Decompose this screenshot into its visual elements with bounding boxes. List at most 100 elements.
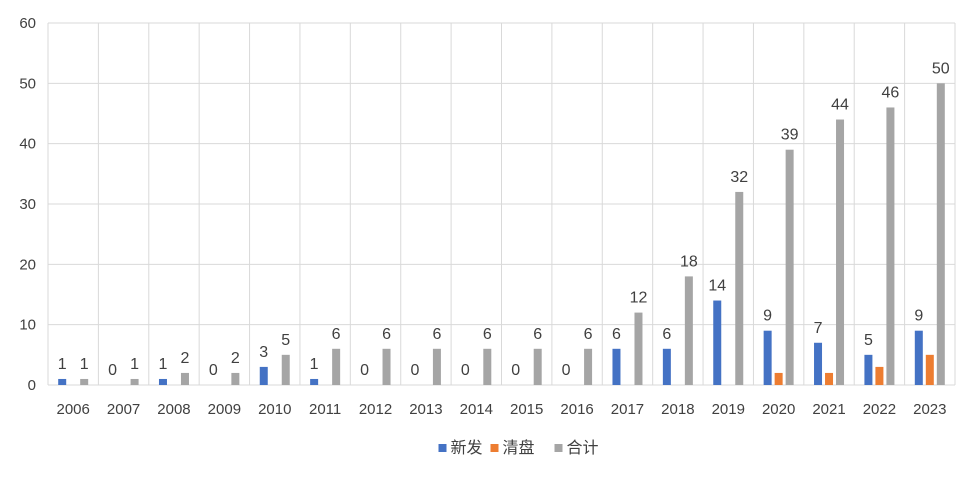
bar-合计-2008 — [180, 372, 189, 385]
bar-新发-2008 — [158, 378, 167, 385]
x-tick-label: 2013 — [409, 401, 442, 418]
data-label: 6 — [332, 326, 341, 343]
data-label: 0 — [562, 362, 571, 379]
data-label: 6 — [662, 326, 671, 343]
bar-新发-2020 — [763, 330, 772, 385]
data-label: 5 — [864, 332, 873, 349]
y-tick-label: 40 — [19, 136, 36, 153]
bars-layer — [58, 83, 945, 386]
data-label: 18 — [680, 253, 698, 270]
data-label: 6 — [483, 326, 492, 343]
legend-swatch-合计 — [554, 444, 563, 452]
data-label: 44 — [831, 97, 849, 114]
bar-清盘-2020 — [774, 372, 783, 385]
data-label: 9 — [914, 308, 923, 325]
bar-合计-2018 — [684, 276, 693, 385]
bar-合计-2023 — [936, 83, 945, 385]
bar-新发-2022 — [864, 354, 873, 385]
data-label: 2 — [181, 350, 190, 367]
data-label: 6 — [584, 326, 593, 343]
y-tick-label: 50 — [19, 75, 36, 92]
x-tick-label: 2021 — [812, 401, 845, 418]
data-label: 14 — [708, 278, 726, 295]
data-label: 6 — [612, 326, 621, 343]
data-label: 0 — [108, 362, 117, 379]
x-tick-label: 2007 — [107, 401, 140, 418]
bar-合计-2006 — [80, 378, 89, 385]
grid-layer — [47, 22, 956, 386]
bar-合计-2011 — [332, 348, 341, 385]
data-label: 0 — [511, 362, 520, 379]
x-tick-label: 2020 — [762, 401, 795, 418]
bar-合计-2010 — [281, 354, 290, 385]
bar-合计-2020 — [785, 149, 794, 385]
bar-新发-2023 — [914, 330, 923, 385]
bar-合计-2022 — [886, 107, 895, 385]
data-label: 6 — [533, 326, 542, 343]
bar-合计-2019 — [735, 191, 744, 385]
bar-合计-2009 — [231, 372, 240, 385]
data-label: 12 — [630, 290, 648, 307]
y-tick-label: 30 — [19, 196, 36, 213]
bar-合计-2014 — [483, 348, 492, 385]
bar-合计-2016 — [584, 348, 593, 385]
y-tick-label: 20 — [19, 256, 36, 273]
data-label: 46 — [882, 84, 900, 101]
data-label: 6 — [382, 326, 391, 343]
data-label: 39 — [781, 127, 799, 144]
y-tick-label: 60 — [19, 15, 36, 32]
x-tick-label: 2014 — [460, 401, 493, 418]
bar-合计-2021 — [836, 119, 845, 386]
x-tick-label: 2011 — [309, 401, 341, 418]
legend-swatch-新发 — [438, 444, 447, 452]
x-tick-label: 2016 — [560, 401, 593, 418]
x-tick-label: 2015 — [510, 401, 543, 418]
data-label: 0 — [410, 362, 419, 379]
data-label: 50 — [932, 60, 950, 77]
bar-新发-2021 — [814, 342, 823, 385]
x-tick-label: 2009 — [208, 401, 241, 418]
x-tick-label: 2012 — [359, 401, 392, 418]
data-label: 0 — [209, 362, 218, 379]
data-label: 1 — [80, 356, 89, 373]
x-tick-label: 2006 — [57, 401, 90, 418]
data-label: 6 — [432, 326, 441, 343]
bar-合计-2007 — [130, 378, 139, 385]
bar-清盘-2021 — [825, 372, 834, 385]
bar-新发-2010 — [259, 366, 268, 385]
data-label: 9 — [763, 308, 772, 325]
data-label: 1 — [58, 356, 67, 373]
bar-清盘-2022 — [875, 366, 884, 385]
legend: 新发 清盘 合计 — [438, 438, 599, 457]
x-tick-label: 2017 — [611, 401, 644, 418]
bar-新发-2017 — [612, 348, 621, 385]
data-label: 1 — [310, 356, 319, 373]
x-tick-label: 2018 — [661, 401, 694, 418]
bar-合计-2015 — [533, 348, 542, 385]
data-label: 5 — [281, 332, 290, 349]
bar-新发-2018 — [662, 348, 671, 385]
data-label: 32 — [730, 169, 748, 186]
bar-合计-2013 — [432, 348, 441, 385]
data-label: 3 — [259, 344, 268, 361]
data-label: 0 — [461, 362, 470, 379]
data-label: 2 — [231, 350, 240, 367]
x-tick-label: 2022 — [863, 401, 896, 418]
data-label: 0 — [360, 362, 369, 379]
x-tick-label: 2023 — [913, 401, 946, 418]
y-tick-label: 10 — [19, 317, 36, 334]
data-label: 1 — [159, 356, 168, 373]
legend-label: 清盘 — [503, 438, 535, 457]
bar-新发-2006 — [58, 378, 67, 385]
bar-合计-2017 — [634, 312, 643, 385]
bar-清盘-2023 — [925, 354, 934, 385]
y-tick-label: 0 — [28, 377, 36, 394]
data-label: 7 — [814, 320, 823, 337]
data-label: 1 — [130, 356, 139, 373]
x-tick-label: 2019 — [712, 401, 745, 418]
bar-合计-2012 — [382, 348, 391, 385]
